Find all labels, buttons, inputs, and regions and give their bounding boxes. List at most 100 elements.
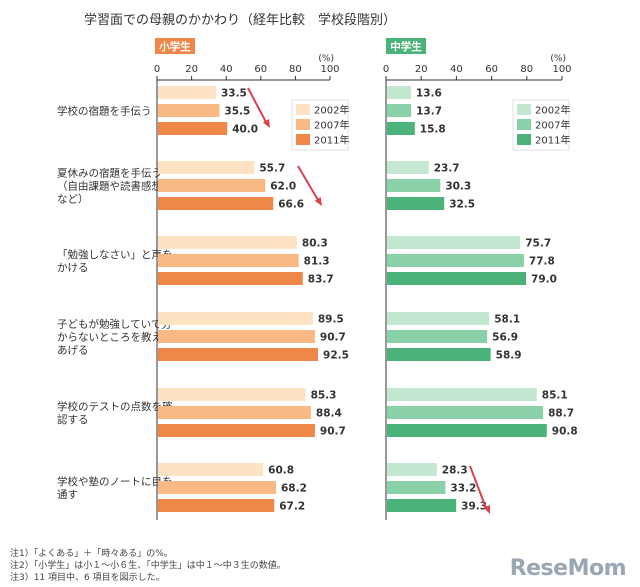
data-label: 35.5 xyxy=(224,106,250,118)
data-label: 75.7 xyxy=(525,238,551,250)
data-label: 58.1 xyxy=(494,314,520,326)
axis-unit: (%) xyxy=(318,54,334,64)
data-label: 32.5 xyxy=(449,199,475,211)
chart-title: 学習面での母親のかかわり（経年比較 学校段階別） xyxy=(84,12,396,28)
data-label: 13.7 xyxy=(416,106,442,118)
bar xyxy=(387,86,411,99)
category-label: 夏休みの宿題を手伝う xyxy=(57,167,162,180)
bar xyxy=(387,272,527,285)
data-label: 88.7 xyxy=(548,408,574,420)
data-label: 79.0 xyxy=(531,274,557,286)
data-label: 30.3 xyxy=(445,181,471,193)
trend-arrow xyxy=(469,465,487,509)
tick-label: 20 xyxy=(185,64,198,75)
category-label: 「勉強しなさい」と声を xyxy=(57,248,173,261)
bar xyxy=(387,388,537,401)
tick-label: 60 xyxy=(254,64,267,75)
data-label: 83.7 xyxy=(308,274,334,286)
bar xyxy=(387,122,415,135)
bar xyxy=(158,104,220,117)
category-label: かける xyxy=(57,262,89,274)
data-label: 81.3 xyxy=(304,256,330,268)
bar xyxy=(158,424,315,437)
bar xyxy=(387,236,521,249)
bar xyxy=(387,312,490,325)
data-label: 60.8 xyxy=(268,465,294,477)
data-label: 56.9 xyxy=(492,332,518,344)
bar xyxy=(387,499,457,512)
data-label: 55.7 xyxy=(259,163,285,175)
tick-label: 40 xyxy=(220,64,233,75)
bar xyxy=(158,406,311,419)
tick-label: 80 xyxy=(520,64,533,75)
tick-label: 60 xyxy=(485,64,498,75)
data-label: 90.7 xyxy=(320,332,346,344)
panel-label: 小学生 xyxy=(158,40,191,53)
bar xyxy=(387,463,437,476)
trend-arrow-head xyxy=(262,119,270,128)
panel-label-bg xyxy=(155,38,195,54)
bar xyxy=(387,406,544,419)
legend-swatch xyxy=(517,104,531,115)
bar xyxy=(387,330,488,343)
legend-swatch xyxy=(296,104,310,115)
tick-label: 40 xyxy=(450,64,463,75)
bar xyxy=(158,463,264,476)
data-label: 77.8 xyxy=(529,256,555,268)
tick-label: 0 xyxy=(154,64,160,75)
category-label: あげる xyxy=(57,345,89,357)
bar xyxy=(158,197,274,210)
tick-label: 0 xyxy=(383,64,389,75)
bar xyxy=(158,254,299,267)
trend-arrow xyxy=(297,165,319,201)
bar xyxy=(387,254,524,267)
trend-arrow xyxy=(247,87,267,123)
bar xyxy=(158,272,303,285)
category-label: 学校のテストの点数を確 xyxy=(57,400,173,413)
bar xyxy=(158,236,297,249)
legend-swatch xyxy=(296,134,310,145)
data-label: 39.3 xyxy=(461,501,487,513)
data-label: 33.2 xyxy=(450,483,476,495)
legend-label: 2002年 xyxy=(314,104,349,117)
data-label: 85.3 xyxy=(311,390,337,402)
category-label: など） xyxy=(57,194,89,206)
bar xyxy=(158,499,275,512)
category-label: 認する xyxy=(57,413,89,426)
bar xyxy=(387,179,441,192)
bar xyxy=(158,330,315,343)
legend-swatch xyxy=(517,119,531,130)
trend-arrow-head xyxy=(483,505,491,514)
data-label: 80.3 xyxy=(302,238,328,250)
bar xyxy=(387,348,491,361)
data-label: 40.0 xyxy=(232,124,258,136)
bar xyxy=(158,348,319,361)
data-label: 85.1 xyxy=(542,390,568,402)
legend-label: 2002年 xyxy=(535,104,570,117)
category-label: 学校の宿題を手伝う xyxy=(57,105,152,118)
data-label: 89.5 xyxy=(318,314,344,326)
bar xyxy=(158,86,216,99)
bar xyxy=(158,161,255,174)
legend-label: 2007年 xyxy=(535,119,570,132)
data-label: 28.3 xyxy=(442,465,468,477)
tick-label: 100 xyxy=(552,64,571,75)
data-label: 33.5 xyxy=(221,88,247,100)
category-label: 子どもが勉強していて分 xyxy=(57,318,172,331)
category-label: （自由課題や読書感想文 xyxy=(57,180,173,193)
footnote-2: 注2）「小学生」は小１〜小６生、「中学生」は中１〜中３生の数値。 xyxy=(10,561,286,571)
axis-unit: (%) xyxy=(550,54,566,64)
tick-label: 100 xyxy=(320,64,339,75)
data-label: 68.2 xyxy=(281,483,307,495)
data-label: 13.6 xyxy=(416,88,442,100)
panel-label: 中学生 xyxy=(390,40,422,53)
footnote-1: 注1）「よくある」＋「時々ある」の%。 xyxy=(10,549,173,559)
legend-swatch xyxy=(296,119,310,130)
data-label: 90.8 xyxy=(552,426,578,438)
bar xyxy=(158,122,228,135)
data-label: 66.6 xyxy=(278,199,304,211)
panel-label-bg xyxy=(386,38,426,54)
data-label: 88.4 xyxy=(316,408,342,420)
brand-logo: ReseMom xyxy=(509,556,627,581)
bar xyxy=(158,312,313,325)
